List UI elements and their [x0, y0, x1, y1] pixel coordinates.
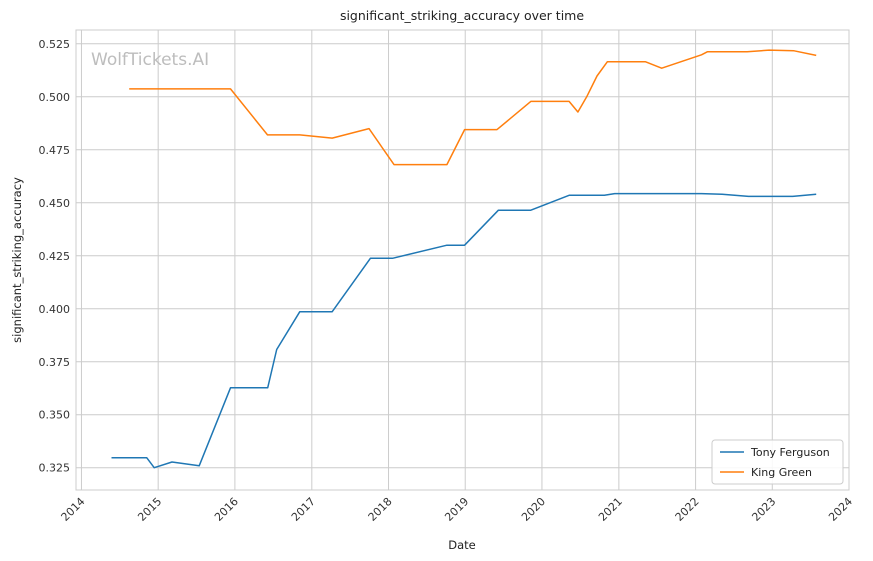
chart-title: significant_striking_accuracy over time — [340, 8, 584, 23]
y-tick-label: 0.400 — [39, 303, 71, 316]
legend-box — [711, 439, 844, 485]
series-line-tony-ferguson — [111, 192, 817, 469]
plot-frame — [75, 29, 850, 491]
y-tick-label: 0.425 — [39, 250, 71, 263]
y-tick-label: 0.525 — [39, 38, 71, 51]
legend: Tony Ferguson King Green — [711, 439, 844, 485]
y-tick-label: 0.450 — [39, 197, 71, 210]
legend-label-king-green: King Green — [751, 466, 812, 479]
series-line-king-green — [129, 49, 817, 166]
y-tick-label: 0.500 — [39, 91, 71, 104]
y-tick-label: 0.350 — [39, 409, 71, 422]
watermark-text: WolfTickets.AI — [91, 50, 209, 70]
y-tick-label: 0.325 — [39, 462, 71, 475]
y-tick-label: 0.475 — [39, 144, 71, 157]
legend-label-tony-ferguson: Tony Ferguson — [750, 446, 830, 459]
x-axis-label: Date — [448, 538, 476, 552]
series-lines — [111, 49, 817, 469]
y-axis-label: significant_striking_accuracy — [10, 177, 24, 343]
y-tick-label: 0.375 — [39, 356, 71, 369]
